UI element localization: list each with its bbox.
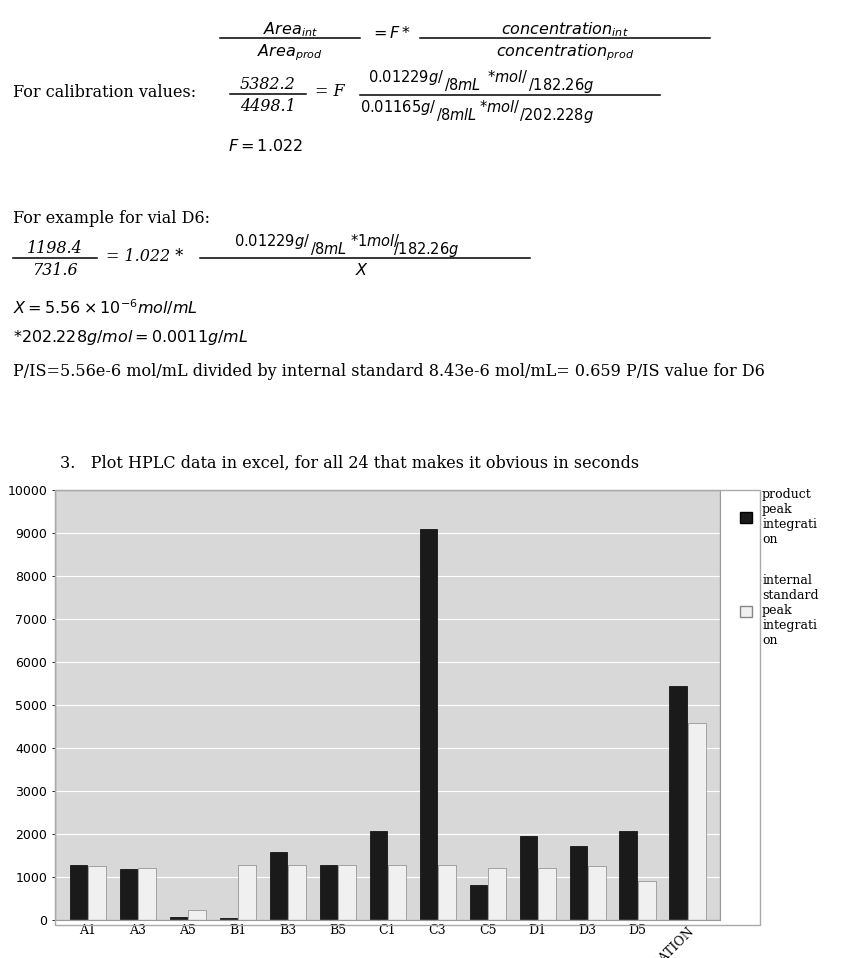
Bar (669, 686, 687, 920)
Text: $/182.26g$: $/182.26g$ (528, 76, 594, 95)
Bar (388, 864, 405, 920)
Bar (170, 918, 187, 920)
Bar (588, 866, 605, 920)
Bar (638, 881, 656, 920)
Bar (688, 723, 706, 920)
Bar (120, 869, 137, 920)
Text: 1198.4: 1198.4 (27, 240, 83, 257)
Text: 4498.1: 4498.1 (240, 98, 296, 115)
Bar (238, 865, 255, 920)
Text: P/IS=5.56e-6 mol/mL divided by internal standard 8.43e-6 mol/mL= 0.659 P/IS valu: P/IS=5.56e-6 mol/mL divided by internal … (13, 363, 765, 380)
Bar (469, 885, 487, 920)
Text: $Area_{prod}$: $Area_{prod}$ (257, 42, 323, 62)
Bar (419, 529, 437, 920)
Text: 5382.2: 5382.2 (240, 76, 296, 93)
Bar (438, 865, 456, 920)
Bar (69, 865, 87, 920)
Text: = 1.022 *: = 1.022 * (106, 248, 184, 265)
Text: $* mol/$: $* mol/$ (479, 98, 520, 115)
Bar (520, 836, 537, 920)
Bar (570, 846, 587, 920)
Bar (188, 910, 205, 920)
Text: $0.01229g/$: $0.01229g/$ (234, 232, 310, 251)
Text: $= F *$: $= F *$ (370, 25, 411, 42)
Bar (538, 868, 555, 920)
Text: $/202.228g$: $/202.228g$ (519, 106, 594, 125)
Bar (288, 864, 306, 920)
Text: $F = 1.022$: $F = 1.022$ (228, 138, 303, 155)
Bar (88, 866, 106, 920)
Bar (370, 832, 387, 920)
Text: $*1mol/$: $*1mol/$ (350, 232, 401, 249)
Text: $/8mL$: $/8mL$ (310, 240, 347, 257)
Bar (488, 868, 506, 920)
Text: $Area_{int}$: $Area_{int}$ (262, 20, 318, 38)
Text: $0.01229g/$: $0.01229g/$ (368, 68, 444, 87)
Bar (55, 490, 720, 920)
Text: For calibration values:: For calibration values: (13, 84, 196, 101)
Text: 731.6: 731.6 (32, 262, 78, 279)
Text: $*202.228g/mol = 0.0011g/mL$: $*202.228g/mol = 0.0011g/mL$ (13, 328, 249, 347)
Bar (338, 865, 356, 920)
Text: $/182.26g$: $/182.26g$ (393, 240, 459, 259)
Text: $concentration_{prod}$: $concentration_{prod}$ (495, 42, 634, 62)
Text: $/8mL$: $/8mL$ (444, 76, 481, 93)
Bar (619, 831, 637, 920)
Text: For example for vial D6:: For example for vial D6: (13, 210, 210, 227)
Text: $0.01165g/$: $0.01165g/$ (360, 98, 436, 117)
Text: 3.   Plot HPLC data in excel, for all 24 that makes it obvious in seconds: 3. Plot HPLC data in excel, for all 24 t… (60, 455, 639, 472)
Bar (320, 865, 337, 920)
Bar (138, 868, 156, 920)
Text: $X$: $X$ (355, 262, 369, 279)
Legend: product
peak
integrati
on, internal
standard
peak
integrati
on: product peak integrati on, internal stan… (740, 488, 818, 648)
Text: = F: = F (315, 83, 345, 100)
Bar (219, 918, 237, 920)
Text: $X = 5.56 \times 10^{-6}mol/mL$: $X = 5.56 \times 10^{-6}mol/mL$ (13, 298, 197, 318)
Bar (269, 852, 287, 920)
Text: $concentration_{int}$: $concentration_{int}$ (501, 20, 629, 38)
Text: $* mol/$: $* mol/$ (487, 68, 528, 85)
Text: $/8mlL$: $/8mlL$ (436, 106, 477, 123)
